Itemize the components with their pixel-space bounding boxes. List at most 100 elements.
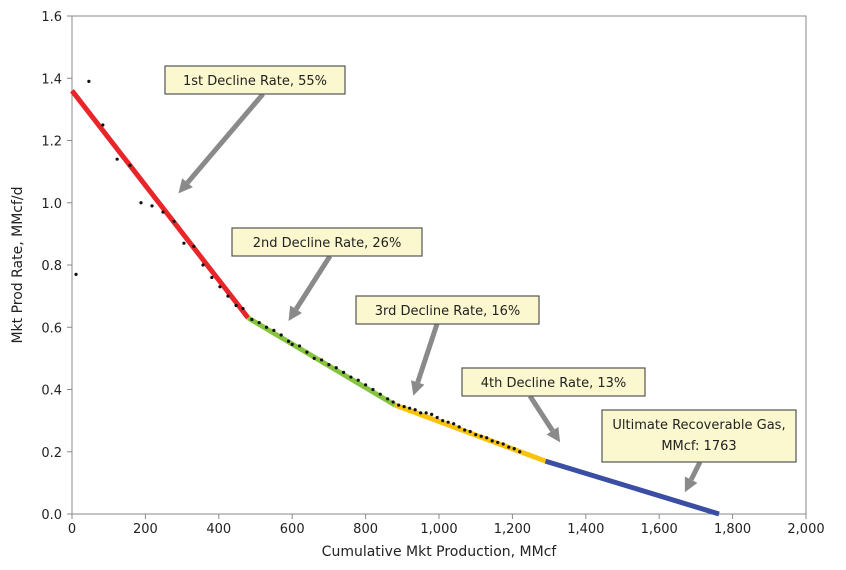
annotation-text: Ultimate Recoverable Gas, — [612, 418, 785, 433]
data-point — [286, 339, 291, 343]
data-point — [305, 350, 309, 354]
decline-segment — [544, 458, 720, 517]
data-point — [234, 303, 238, 308]
data-point — [74, 272, 78, 276]
x-tick-label: 200 — [133, 522, 158, 537]
arrow-shaft — [293, 254, 333, 311]
data-point — [250, 317, 254, 322]
data-point — [474, 433, 478, 437]
data-point — [241, 306, 245, 311]
arrow-head — [178, 178, 193, 194]
data-point — [378, 392, 382, 396]
x-tick-label: 2,000 — [787, 522, 824, 537]
data-point — [161, 210, 165, 214]
data-point — [115, 157, 119, 161]
annotation-box — [461, 367, 646, 397]
y-tick-label: 0.0 — [41, 508, 62, 523]
y-tick-label: 1.0 — [41, 197, 62, 212]
annotation-text: 2nd Decline Rate, 26% — [253, 236, 402, 251]
data-point — [218, 285, 222, 289]
x-tick-label: 1,800 — [714, 522, 751, 537]
data-point — [457, 425, 461, 429]
y-axis-label: Mkt Prod Rate, MMcf/d — [10, 186, 26, 343]
arrow-shaft — [185, 92, 265, 185]
data-point — [297, 344, 302, 348]
data-point — [172, 219, 176, 224]
data-point — [490, 439, 494, 443]
decline-segment — [70, 89, 251, 320]
annotation: 1st Decline Rate, 55% — [164, 65, 346, 194]
x-tick-label: 1,200 — [494, 522, 531, 537]
annotation-text: 3rd Decline Rate, 16% — [375, 304, 521, 319]
data-point — [452, 422, 456, 426]
data-point — [319, 358, 324, 362]
data-point — [87, 79, 91, 83]
data-point — [226, 294, 230, 298]
data-point — [402, 405, 406, 409]
data-point — [312, 356, 316, 360]
data-point — [435, 415, 439, 420]
data-point — [327, 363, 331, 367]
data-point — [446, 420, 450, 424]
data-point — [512, 447, 516, 451]
data-point — [257, 320, 261, 325]
data-point — [210, 275, 214, 280]
data-point — [391, 400, 395, 404]
data-point — [279, 333, 283, 337]
annotation: 2nd Decline Rate, 26% — [231, 227, 423, 322]
data-point — [501, 442, 505, 446]
arrow-shaft — [688, 460, 703, 481]
data-point — [386, 397, 390, 401]
data-point — [334, 366, 338, 370]
annotation-box — [164, 65, 346, 95]
data-point — [413, 408, 417, 412]
data-point — [485, 436, 489, 440]
data-point — [441, 419, 445, 423]
data-point — [101, 123, 105, 127]
data-point — [182, 241, 186, 245]
data-point — [356, 378, 360, 382]
annotation-text: 1st Decline Rate, 55% — [183, 74, 327, 89]
annotation-box — [601, 409, 797, 463]
data-point — [468, 429, 472, 434]
annotation: 4th Decline Rate, 13% — [461, 367, 646, 443]
x-tick-label: 1,400 — [567, 522, 604, 537]
data-point — [364, 383, 368, 387]
data-point — [349, 375, 353, 379]
data-point — [430, 412, 434, 416]
y-tick-label: 1.6 — [41, 10, 62, 25]
annotation-box — [231, 227, 423, 257]
data-point — [264, 325, 269, 329]
arrow-head — [684, 476, 698, 493]
data-point — [496, 440, 500, 445]
x-tick-label: 600 — [280, 522, 305, 537]
y-tick-label: 0.6 — [41, 321, 62, 336]
y-tick-label: 0.2 — [41, 446, 62, 461]
x-tick-label: 1,000 — [420, 522, 457, 537]
x-tick-label: 800 — [353, 522, 378, 537]
arrow-head — [288, 305, 302, 322]
arrow-shaft — [415, 323, 440, 384]
data-point — [272, 328, 276, 332]
y-tick-label: 1.2 — [41, 135, 62, 150]
data-point — [201, 263, 205, 267]
y-tick-label: 0.8 — [41, 259, 62, 274]
data-point — [518, 450, 522, 454]
data-point — [150, 204, 154, 208]
annotation-text: 4th Decline Rate, 13% — [481, 376, 626, 391]
data-point — [463, 428, 467, 432]
data-point — [479, 434, 483, 438]
x-axis-label: Cumulative Mkt Production, MMcf — [322, 544, 558, 560]
data-point — [192, 244, 196, 248]
annotation: 3rd Decline Rate, 16% — [355, 295, 540, 396]
data-point — [397, 403, 401, 407]
x-tick-label: 0 — [68, 522, 76, 537]
y-tick-label: 0.4 — [41, 384, 62, 399]
arrow-head — [546, 426, 561, 443]
data-point — [341, 370, 346, 374]
annotation-text: MMcf: 1763 — [661, 439, 736, 454]
y-tick-label: 1.4 — [41, 72, 62, 87]
data-point — [419, 411, 423, 415]
data-point — [128, 163, 132, 167]
